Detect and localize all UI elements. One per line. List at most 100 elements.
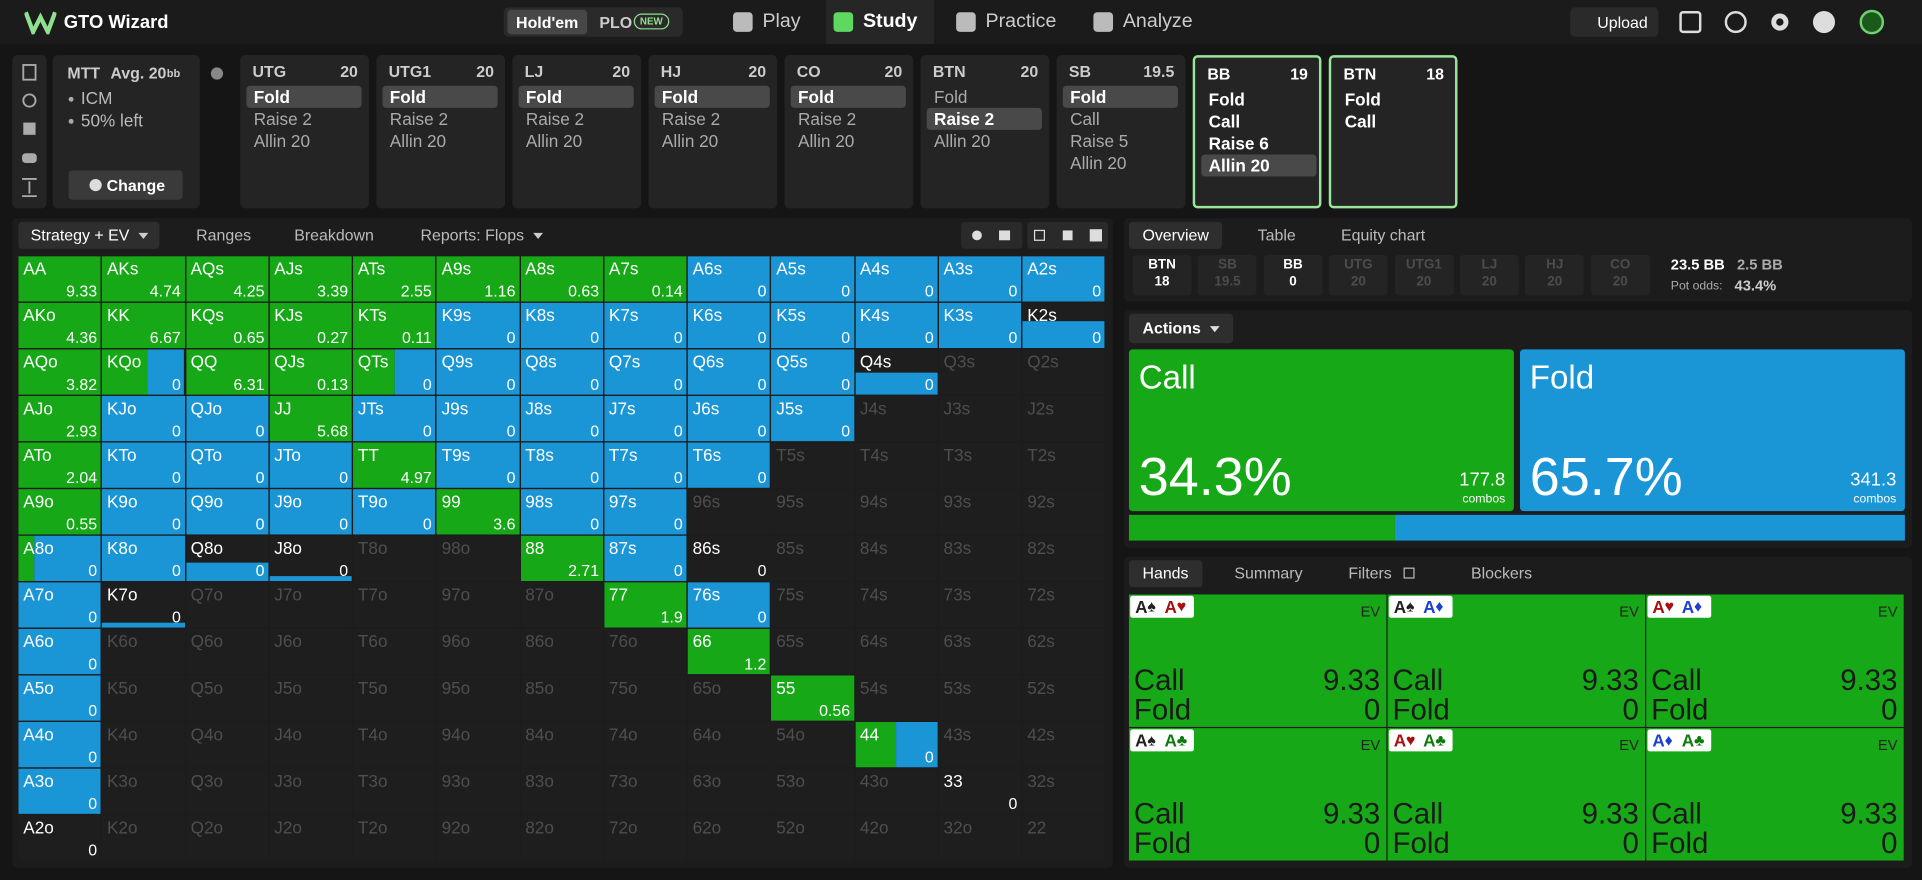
position-action[interactable]: Allin 20 [389,131,447,151]
hand-cell[interactable]: 32o [938,815,1022,861]
hand-cell[interactable]: A8o 0 [18,535,101,582]
upload-button[interactable]: Upload [1570,7,1659,37]
position-box[interactable]: BTN 18 Fold Call [1328,55,1458,209]
position-action[interactable]: Raise 2 [797,109,857,129]
hand-cell[interactable]: JTs 0 [353,395,436,442]
hand-cell[interactable]: 72o [604,815,687,861]
menu-item[interactable]: Analyze [1086,0,1204,44]
hand-cell[interactable]: 77 1.9 [604,582,687,628]
hand-cell[interactable]: AA 9.33 [18,256,101,302]
hand-cell[interactable]: 88 2.71 [520,535,603,582]
position-action[interactable]: Fold [382,85,498,108]
position-box[interactable]: HJ 20 Fold Raise 2 Allin 20 [648,55,778,209]
hand-cell[interactable]: J3o [269,768,352,814]
hand-cell[interactable]: KQo 0 [102,349,185,395]
hand-cell[interactable]: 63s [938,628,1022,675]
hand-cell[interactable]: K6o [102,628,185,675]
position-action[interactable]: Call [1070,109,1100,129]
hand-cell[interactable]: K9s 0 [436,302,520,349]
hand-cell[interactable]: 64o [687,721,771,768]
position-action[interactable]: Raise 2 [661,109,721,129]
hand-cell[interactable]: T5s [771,442,854,488]
hand-cell[interactable]: A2s 0 [1022,256,1105,302]
hand-cell[interactable]: AQo 3.82 [18,349,101,395]
hand-cell[interactable]: 99 3.6 [436,489,520,535]
hand-cell[interactable]: K3s 0 [938,302,1022,349]
hand-cell[interactable]: AJo 2.93 [18,395,101,442]
hand-cell[interactable]: 96s [687,489,771,535]
hand-cell[interactable]: KJo 0 [102,395,185,442]
hand-cell[interactable]: 62o [687,815,771,861]
hand-cell[interactable]: 72s [1022,582,1105,628]
hand-cell[interactable]: T9s 0 [436,442,520,488]
hand-cell[interactable]: AQs 4.25 [185,256,269,302]
hand-cell[interactable]: 73s [938,582,1022,628]
hand-cell[interactable]: 93o [436,768,520,814]
hand-cell[interactable]: 86o [520,628,603,675]
hand-cell[interactable]: K6s 0 [687,302,771,349]
hand-cell[interactable]: 74s [854,582,938,628]
hand-cell[interactable]: ATs 2.55 [353,256,436,302]
hand-cell[interactable]: 43s [938,721,1022,768]
hand-cell[interactable]: A5o 0 [18,675,101,721]
actions-menu[interactable]: Actions [1128,313,1234,344]
hand-cell[interactable]: JTo 0 [269,442,352,488]
hand-cell[interactable]: Q6o [185,628,269,675]
hand-cell[interactable]: K2o [102,815,185,861]
hand-cell[interactable]: 65s [771,628,854,675]
hand-cell[interactable]: 83o [520,768,603,814]
hand-cell[interactable]: 97s 0 [604,489,687,535]
strategy-tab[interactable]: Reports: Flops [408,222,553,249]
hand-cell[interactable]: AKo 4.36 [18,302,101,349]
position-action[interactable]: Allin 20 [1201,154,1317,177]
hand-cell[interactable]: TT 4.97 [353,442,436,488]
hand-cell[interactable]: Q7o [185,582,269,628]
hand-cell[interactable]: J6s 0 [687,395,771,442]
hand-cell[interactable]: T3o [353,768,436,814]
position-action[interactable]: Fold [1062,85,1178,108]
hand-cell[interactable]: 65o [687,675,771,721]
hand-cell[interactable]: Q8s 0 [520,349,603,395]
hand-cell[interactable]: QTo 0 [185,442,269,488]
hand-cell[interactable]: T6s 0 [687,442,771,488]
hand-cell[interactable]: T7o [353,582,436,628]
position-box[interactable]: SB 19.5 Fold Call Raise 5 Allin 20 [1056,55,1186,209]
hand-cell[interactable]: A7o 0 [18,582,101,628]
hand-cell[interactable]: 87s 0 [604,535,687,582]
hand-cell[interactable]: T8s 0 [520,442,603,488]
hand-cell[interactable]: 92s [1022,489,1105,535]
hand-cell[interactable]: K4o [102,721,185,768]
position-action[interactable]: Raise 2 [525,109,585,129]
hand-cell[interactable]: JJ 5.68 [269,395,352,442]
hand-cell[interactable]: A9s 1.16 [436,256,520,302]
hand-cell[interactable]: Q4s 0 [854,349,938,395]
hand-cell[interactable]: T2s [1022,442,1105,488]
hand-cell[interactable]: QJo 0 [185,395,269,442]
hand-cell[interactable]: 64s [854,628,938,675]
hand-cell[interactable]: 62s [1022,628,1105,675]
hand-cell[interactable]: Q2o [185,815,269,861]
position-box[interactable]: UTG1 20 Fold Raise 2 Allin 20 [376,55,506,209]
hand-cell[interactable]: Q8o 0 [185,535,269,582]
hand-cell[interactable]: Q4o [185,721,269,768]
hand-cell[interactable]: QQ 6.31 [185,349,269,395]
hand-cell[interactable]: A8s 0.63 [520,256,603,302]
hand-cell[interactable]: 82s [1022,535,1105,582]
position-action[interactable]: Allin 20 [661,131,719,151]
hand-cell[interactable]: KTo 0 [102,442,185,488]
hand-cell[interactable]: J8o 0 [269,535,352,582]
hand-cell[interactable]: 87o [520,582,603,628]
position-box[interactable]: BTN 20 Fold Raise 2 Allin 20 [920,55,1050,209]
position-action[interactable]: Raise 2 [253,109,312,129]
game-tab[interactable]: PLO [599,13,633,32]
hand-cell[interactable]: 82o [520,815,603,861]
hands-tab[interactable]: Summary [1234,563,1303,583]
hand-cell[interactable]: K5s 0 [771,302,854,349]
hand-cell[interactable]: 96o [436,628,520,675]
hand-cell[interactable]: J9s 0 [436,395,520,442]
game-tab[interactable]: Hold'em [507,9,587,35]
hand-cell[interactable]: 94s [854,489,938,535]
hand-cell[interactable]: K8s 0 [520,302,603,349]
hand-cell[interactable]: 54s [854,675,938,721]
hand-cell[interactable]: 74o [604,721,687,768]
